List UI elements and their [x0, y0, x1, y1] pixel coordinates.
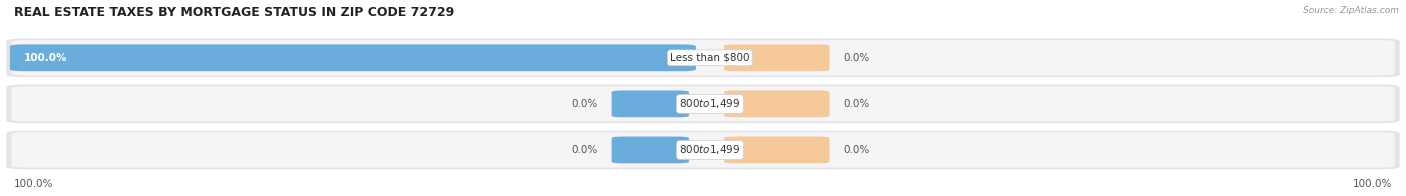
Text: $800 to $1,499: $800 to $1,499 — [679, 97, 741, 110]
Text: $800 to $1,499: $800 to $1,499 — [679, 143, 741, 156]
Text: 100.0%: 100.0% — [24, 53, 67, 63]
FancyBboxPatch shape — [10, 44, 696, 71]
FancyBboxPatch shape — [724, 137, 830, 163]
FancyBboxPatch shape — [11, 86, 1395, 122]
Text: 0.0%: 0.0% — [844, 145, 870, 155]
FancyBboxPatch shape — [11, 132, 1395, 168]
FancyBboxPatch shape — [724, 91, 830, 117]
Text: 0.0%: 0.0% — [571, 145, 598, 155]
Text: REAL ESTATE TAXES BY MORTGAGE STATUS IN ZIP CODE 72729: REAL ESTATE TAXES BY MORTGAGE STATUS IN … — [14, 6, 454, 19]
FancyBboxPatch shape — [612, 91, 689, 117]
FancyBboxPatch shape — [7, 85, 1399, 122]
FancyBboxPatch shape — [724, 44, 830, 71]
Text: 100.0%: 100.0% — [1353, 179, 1392, 189]
Text: Less than $800: Less than $800 — [671, 53, 749, 63]
FancyBboxPatch shape — [612, 137, 689, 163]
Text: 0.0%: 0.0% — [844, 53, 870, 63]
Text: 0.0%: 0.0% — [844, 99, 870, 109]
Text: 0.0%: 0.0% — [571, 99, 598, 109]
FancyBboxPatch shape — [7, 131, 1399, 169]
FancyBboxPatch shape — [7, 39, 1399, 76]
Text: 100.0%: 100.0% — [14, 179, 53, 189]
FancyBboxPatch shape — [11, 40, 1395, 75]
Text: Source: ZipAtlas.com: Source: ZipAtlas.com — [1303, 6, 1399, 15]
